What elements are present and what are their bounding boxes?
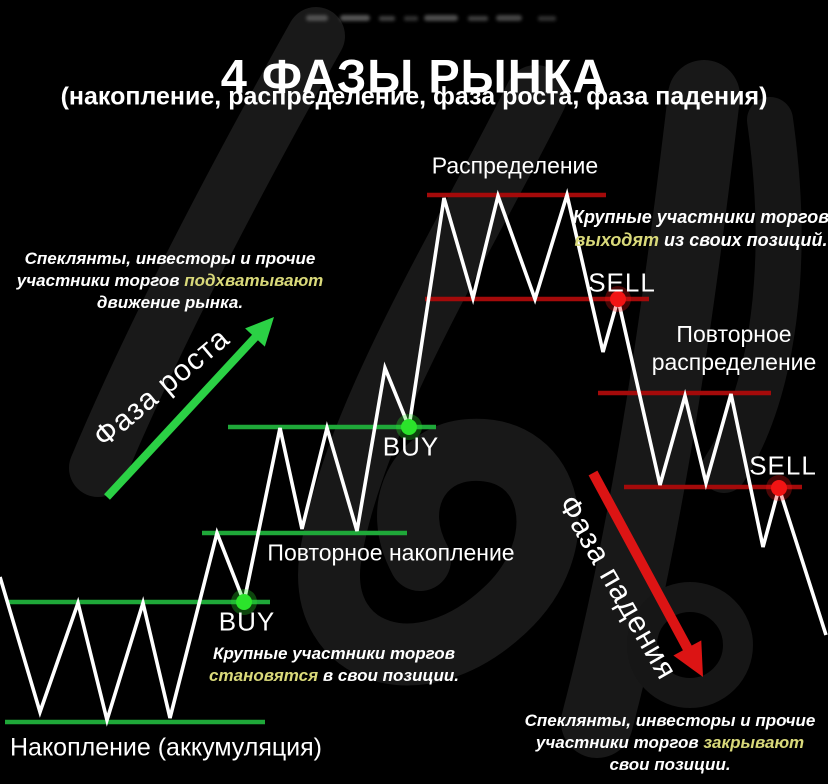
buy-label: BUY bbox=[218, 606, 276, 637]
growth-note: Спеклянты, инвесторы и прочие участники т… bbox=[17, 248, 323, 314]
note-text: участники торгов bbox=[535, 733, 704, 752]
label-re-distribution-line2: распределение bbox=[651, 349, 817, 375]
note-text: Крупные участники торгов bbox=[572, 207, 828, 227]
growth-arrow-head bbox=[245, 317, 274, 347]
sell-label: SELL bbox=[749, 450, 817, 481]
note-text: свои позиции. bbox=[609, 755, 731, 774]
label-re-distribution: Повторное распределение bbox=[652, 320, 817, 376]
note-text: из своих позиций. bbox=[659, 230, 828, 250]
note-text: Спеклянты, инвесторы и прочие bbox=[524, 711, 816, 730]
price-line bbox=[0, 188, 828, 727]
phase-arrows bbox=[104, 317, 703, 677]
fall-arrow-head bbox=[673, 640, 703, 677]
buy-dot bbox=[236, 594, 252, 610]
growth-arrow-shaft bbox=[104, 331, 261, 500]
fall-arrow-shaft bbox=[588, 470, 694, 654]
enter-note: Крупные участники торгов становятся в сво… bbox=[209, 643, 459, 687]
close-note: Спеклянты, инвесторы и прочие участники т… bbox=[525, 710, 816, 776]
page-title: 4 ФАЗЫ РЫНКА bbox=[220, 49, 608, 103]
highlighted-word: становятся bbox=[209, 666, 319, 685]
sell-dot bbox=[771, 480, 787, 496]
exit-note: Крупные участники торгов выходят из своих… bbox=[573, 206, 828, 252]
label-accumulation: Накопление (аккумуляция) bbox=[9, 733, 323, 762]
label-distribution: Распределение bbox=[431, 152, 599, 179]
note-text: участники торгов bbox=[16, 271, 185, 290]
highlighted-word: выходят bbox=[574, 230, 660, 250]
price-zigzag bbox=[0, 188, 828, 727]
buy-dot bbox=[401, 419, 417, 435]
buy-sell-dots bbox=[231, 286, 792, 615]
watermark bbox=[69, 7, 802, 758]
note-text: движение рынка. bbox=[96, 293, 244, 312]
sell-dot bbox=[610, 291, 626, 307]
note-text: Крупные участники торгов bbox=[213, 644, 455, 663]
sell-label: SELL bbox=[588, 267, 656, 298]
note-text: Спеклянты, инвесторы и прочие bbox=[24, 249, 316, 268]
label-re-distribution-line1: Повторное bbox=[676, 321, 792, 347]
label-re-accumulation: Повторное накопление bbox=[267, 539, 515, 566]
buy-label: BUY bbox=[382, 431, 440, 462]
page-subtitle: (накопление, распределение, фаза роста, … bbox=[60, 82, 768, 111]
note-text: в свои позиции. bbox=[318, 666, 459, 685]
highlighted-word: подхватывают bbox=[184, 271, 324, 290]
highlighted-word: закрывают bbox=[703, 733, 805, 752]
top-edge-remnants bbox=[306, 15, 556, 21]
